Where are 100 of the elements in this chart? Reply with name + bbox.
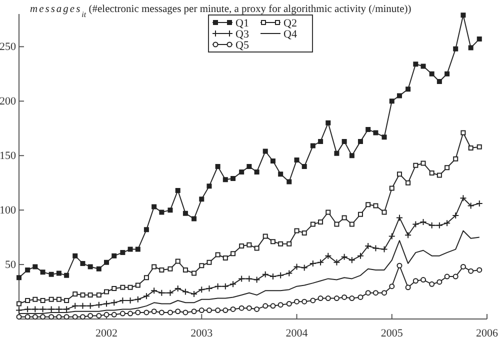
point <box>310 222 316 227</box>
point <box>222 177 228 182</box>
point <box>476 36 482 42</box>
point <box>144 227 149 232</box>
point <box>444 220 451 227</box>
point <box>389 98 394 104</box>
point <box>246 275 253 282</box>
point <box>182 310 188 316</box>
point <box>150 287 158 294</box>
point <box>230 251 236 256</box>
point <box>198 308 204 314</box>
point <box>300 264 308 272</box>
point <box>396 262 402 268</box>
point <box>48 314 54 320</box>
point <box>64 314 70 320</box>
point <box>366 202 371 208</box>
point <box>96 312 102 318</box>
point <box>302 298 308 304</box>
point <box>206 260 212 265</box>
point <box>309 260 316 267</box>
point <box>460 194 467 202</box>
point <box>104 260 110 265</box>
point <box>334 150 340 156</box>
point <box>262 148 268 154</box>
point <box>16 314 22 320</box>
point <box>32 306 39 313</box>
point <box>358 212 363 217</box>
point <box>32 296 38 302</box>
point <box>103 300 110 308</box>
point <box>135 246 140 252</box>
point <box>406 180 411 186</box>
point <box>262 303 268 309</box>
point <box>452 274 458 280</box>
point <box>16 275 22 280</box>
point <box>246 305 252 311</box>
point <box>372 244 380 252</box>
point <box>135 310 141 316</box>
point <box>460 130 466 136</box>
point <box>278 172 284 177</box>
point <box>72 302 79 310</box>
point <box>64 272 70 278</box>
point <box>199 196 204 202</box>
point <box>269 273 276 280</box>
point <box>152 204 157 210</box>
point <box>72 314 78 320</box>
point <box>349 153 354 158</box>
point <box>158 289 166 296</box>
point <box>198 286 206 294</box>
point <box>436 279 442 285</box>
point <box>405 284 411 290</box>
point <box>222 282 229 290</box>
point <box>373 203 378 208</box>
point <box>104 289 110 294</box>
point <box>40 314 46 320</box>
point <box>429 281 435 287</box>
point <box>453 156 458 162</box>
point <box>175 188 180 193</box>
point <box>199 263 204 268</box>
point <box>262 234 268 239</box>
point <box>39 306 46 313</box>
point <box>80 292 86 298</box>
point <box>348 256 356 264</box>
point <box>56 296 62 302</box>
chart-title: messages$_{it}$ (#electronic messages per minute, a proxy for algorithmic activity (/minute)) <box>30 4 412 18</box>
point <box>48 296 54 302</box>
point <box>382 134 387 140</box>
point <box>325 296 331 302</box>
point <box>254 246 260 251</box>
point <box>382 290 388 296</box>
point <box>420 277 426 283</box>
point <box>112 253 117 258</box>
point <box>412 220 420 228</box>
point <box>334 296 340 302</box>
point <box>333 258 340 266</box>
point <box>467 202 474 210</box>
point <box>286 300 292 307</box>
point <box>79 302 86 310</box>
point <box>444 165 450 170</box>
legend-label: Q5 <box>236 40 250 52</box>
point <box>428 222 436 229</box>
point <box>32 314 38 320</box>
x-tick-label: 2006 <box>476 327 498 340</box>
point <box>468 145 474 150</box>
point <box>349 296 355 302</box>
point <box>16 301 22 306</box>
point <box>356 252 364 260</box>
point <box>429 71 434 76</box>
point <box>246 242 252 248</box>
point <box>25 267 30 272</box>
point <box>413 162 418 168</box>
point <box>270 239 276 244</box>
point <box>342 294 348 300</box>
point <box>222 308 228 314</box>
y-tick-label: 250 <box>0 41 16 54</box>
point <box>382 210 387 215</box>
point <box>152 264 157 270</box>
legend-label: Q4 <box>284 28 298 40</box>
point <box>182 210 188 216</box>
point <box>190 290 198 298</box>
point <box>86 302 94 310</box>
